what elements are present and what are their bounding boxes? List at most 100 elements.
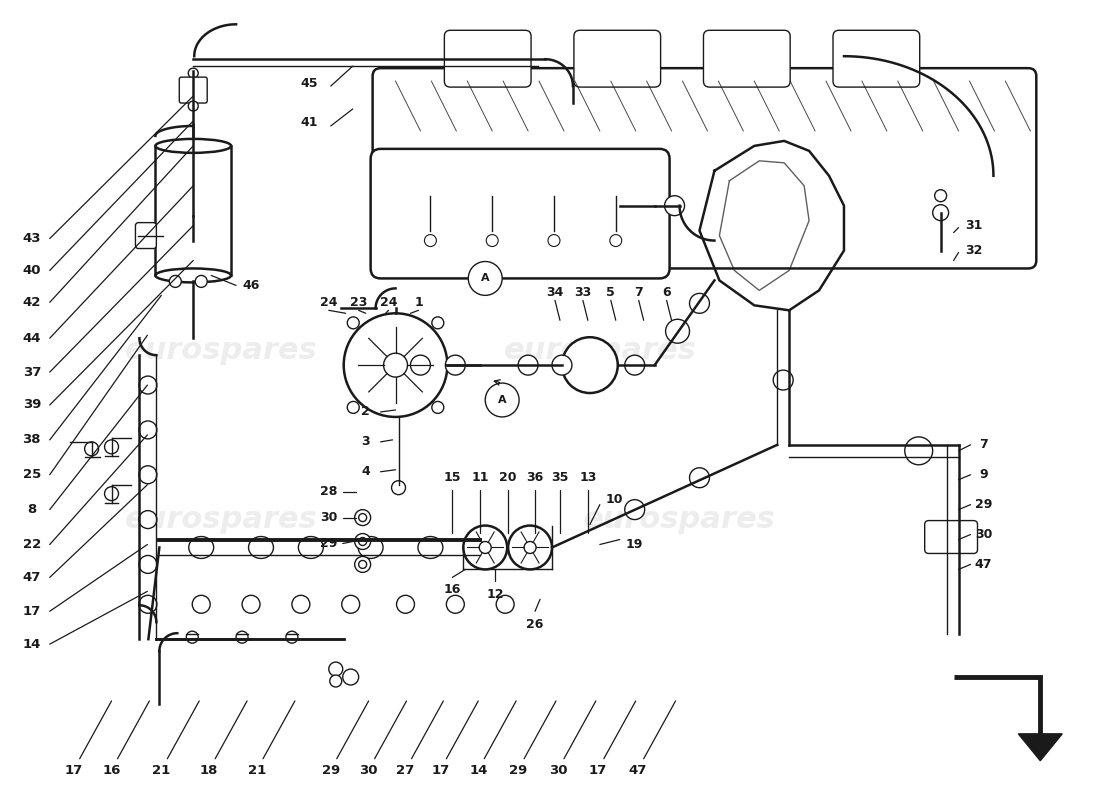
Text: 43: 43 (23, 232, 41, 245)
Circle shape (139, 510, 157, 529)
Text: 14: 14 (469, 764, 487, 778)
Circle shape (104, 486, 119, 501)
Circle shape (392, 481, 406, 494)
Text: 18: 18 (200, 764, 219, 778)
Circle shape (354, 557, 371, 572)
Text: 10: 10 (606, 493, 624, 506)
Circle shape (548, 234, 560, 246)
Circle shape (139, 555, 157, 574)
Circle shape (773, 370, 793, 390)
Text: 47: 47 (628, 764, 647, 778)
Text: 22: 22 (23, 538, 41, 551)
Circle shape (625, 355, 645, 375)
Text: 20: 20 (499, 471, 517, 484)
FancyBboxPatch shape (444, 30, 531, 87)
Circle shape (192, 595, 210, 614)
Circle shape (410, 355, 430, 375)
Circle shape (359, 561, 366, 569)
Circle shape (329, 662, 343, 676)
Text: 13: 13 (580, 471, 596, 484)
FancyBboxPatch shape (135, 222, 156, 249)
FancyBboxPatch shape (574, 30, 661, 87)
Text: 37: 37 (23, 366, 41, 378)
Circle shape (359, 538, 366, 546)
Circle shape (359, 514, 366, 522)
Text: 19: 19 (626, 538, 644, 551)
Text: eurospares: eurospares (583, 505, 775, 534)
Circle shape (348, 317, 360, 329)
Text: 24: 24 (320, 296, 338, 309)
Text: 14: 14 (23, 638, 41, 650)
Text: 33: 33 (574, 286, 592, 299)
Text: 2: 2 (361, 406, 370, 418)
Text: 29: 29 (320, 537, 338, 550)
Text: 39: 39 (23, 398, 41, 411)
Circle shape (85, 442, 99, 456)
Text: eurospares: eurospares (124, 336, 318, 365)
Text: 29: 29 (975, 498, 992, 511)
Circle shape (104, 440, 119, 454)
Circle shape (396, 595, 415, 614)
Text: 26: 26 (527, 618, 543, 630)
Text: eurospares: eurospares (504, 336, 696, 365)
Text: 46: 46 (242, 279, 260, 292)
FancyBboxPatch shape (371, 149, 670, 278)
Ellipse shape (155, 269, 231, 282)
Text: 30: 30 (975, 528, 992, 541)
Text: 17: 17 (65, 764, 82, 778)
FancyBboxPatch shape (833, 30, 920, 87)
Circle shape (664, 196, 684, 216)
Text: 28: 28 (320, 485, 338, 498)
Text: 44: 44 (23, 332, 41, 345)
Text: 27: 27 (396, 764, 415, 778)
Circle shape (609, 234, 622, 246)
Text: 3: 3 (361, 435, 370, 448)
Text: 40: 40 (23, 264, 41, 277)
Text: 12: 12 (486, 588, 504, 601)
Text: 16: 16 (102, 764, 121, 778)
Text: 29: 29 (321, 764, 340, 778)
Circle shape (518, 355, 538, 375)
Text: 15: 15 (443, 471, 461, 484)
Circle shape (446, 355, 465, 375)
Text: 1: 1 (414, 296, 422, 309)
FancyBboxPatch shape (179, 77, 207, 103)
Text: 11: 11 (472, 471, 490, 484)
Circle shape (169, 275, 182, 287)
Circle shape (342, 595, 360, 614)
Ellipse shape (155, 139, 231, 153)
Text: eurospares: eurospares (124, 505, 318, 534)
Circle shape (348, 402, 360, 414)
Text: 9: 9 (979, 468, 988, 482)
Text: 31: 31 (965, 219, 982, 232)
Circle shape (935, 190, 947, 202)
Text: 24: 24 (379, 296, 397, 309)
Circle shape (286, 631, 298, 643)
Circle shape (625, 500, 645, 519)
Ellipse shape (298, 537, 323, 558)
Text: 30: 30 (320, 511, 338, 524)
Circle shape (425, 234, 437, 246)
Circle shape (186, 631, 198, 643)
Circle shape (480, 542, 492, 554)
Circle shape (292, 595, 310, 614)
Text: 30: 30 (360, 764, 378, 778)
Polygon shape (1019, 734, 1063, 761)
Text: 5: 5 (606, 286, 615, 299)
Text: 32: 32 (965, 244, 982, 257)
Text: 23: 23 (350, 296, 367, 309)
Circle shape (562, 338, 618, 393)
Circle shape (524, 542, 536, 554)
Text: 47: 47 (975, 558, 992, 571)
Text: 25: 25 (23, 468, 41, 482)
Circle shape (666, 319, 690, 343)
Circle shape (242, 595, 260, 614)
Circle shape (432, 317, 443, 329)
Circle shape (139, 595, 157, 614)
Circle shape (384, 353, 407, 377)
FancyBboxPatch shape (704, 30, 790, 87)
Text: 34: 34 (547, 286, 563, 299)
Text: 21: 21 (152, 764, 170, 778)
Circle shape (139, 376, 157, 394)
Circle shape (552, 355, 572, 375)
